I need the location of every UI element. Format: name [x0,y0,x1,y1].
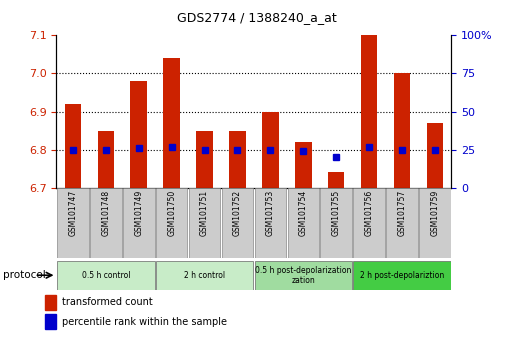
Text: GSM101750: GSM101750 [167,190,176,236]
Bar [57,188,89,258]
Text: GSM101747: GSM101747 [68,190,77,236]
Bar [130,81,147,188]
Bar [123,188,154,258]
Text: protocol: protocol [3,270,45,280]
Bar [229,131,246,188]
Text: 0.5 h post-depolarization
zation: 0.5 h post-depolarization zation [255,266,351,285]
Bar [321,188,352,258]
Bar [45,295,56,309]
Bar [164,58,180,188]
Bar [361,35,378,188]
Bar [196,131,213,188]
Bar [254,188,286,258]
Bar [328,172,344,188]
Bar [156,188,187,258]
Bar [262,112,279,188]
Bar [353,188,385,258]
Bar [57,261,154,290]
Text: 2 h control: 2 h control [184,271,225,280]
Bar [295,142,311,188]
Bar [222,188,253,258]
Text: GSM101755: GSM101755 [332,190,341,236]
Text: GSM101749: GSM101749 [134,190,143,236]
Text: percentile rank within the sample: percentile rank within the sample [62,316,227,327]
Bar [427,123,443,188]
Bar [65,104,81,188]
Bar [386,188,418,258]
Text: GSM101759: GSM101759 [430,190,440,236]
Bar [97,131,114,188]
Bar [156,261,253,290]
Bar [394,73,410,188]
Text: 0.5 h control: 0.5 h control [82,271,130,280]
Text: GSM101754: GSM101754 [299,190,308,236]
Bar [287,188,319,258]
Text: GSM101751: GSM101751 [200,190,209,236]
Text: GSM101756: GSM101756 [365,190,373,236]
Bar [353,261,451,290]
Bar [254,261,352,290]
Bar [189,188,221,258]
Text: GSM101753: GSM101753 [266,190,275,236]
Bar [419,188,451,258]
Bar [90,188,122,258]
Bar [45,314,56,329]
Text: transformed count: transformed count [62,297,153,307]
Text: GSM101757: GSM101757 [398,190,407,236]
Text: GSM101752: GSM101752 [233,190,242,236]
Text: GSM101748: GSM101748 [101,190,110,236]
Text: GDS2774 / 1388240_a_at: GDS2774 / 1388240_a_at [176,11,337,24]
Text: 2 h post-depolariztion: 2 h post-depolariztion [360,271,444,280]
